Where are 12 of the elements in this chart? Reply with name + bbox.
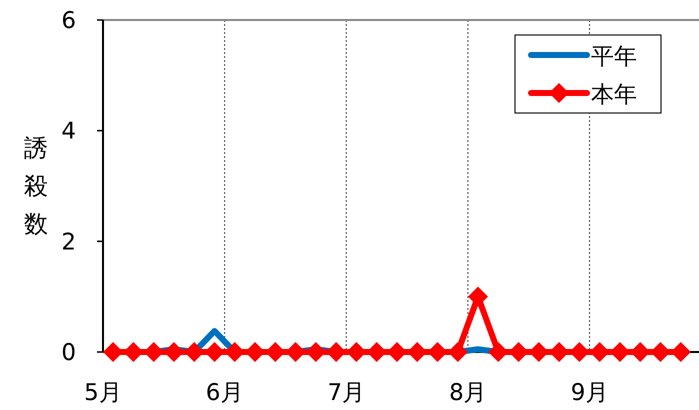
y-tick-label: 6	[61, 8, 76, 34]
x-tick-label: 8月	[449, 380, 487, 406]
y-tick-label: 4	[61, 118, 76, 145]
legend-label: 本年	[591, 82, 637, 108]
x-tick-label: 7月	[327, 380, 366, 406]
x-tick-label: 5月	[84, 380, 122, 406]
x-tick-label: 9月	[570, 380, 608, 406]
y-axis-title: 誘殺数	[24, 134, 48, 238]
x-tick-label: 6月	[206, 380, 244, 406]
legend-label: 平年	[591, 44, 637, 70]
y-tick-label: 0	[61, 340, 76, 366]
y-tick-label: 2	[61, 229, 76, 256]
